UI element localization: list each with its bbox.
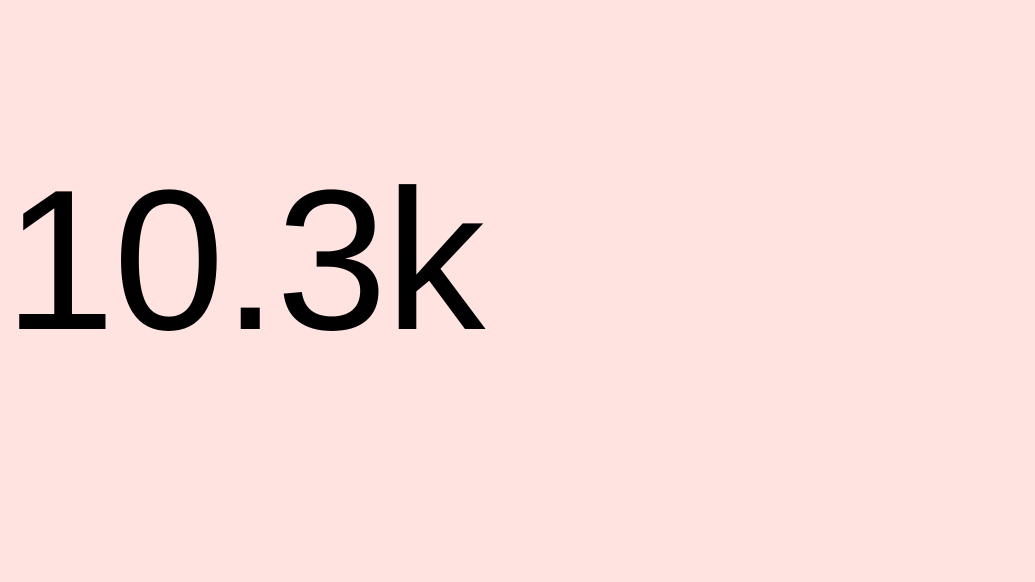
stat-value: 10.3k [4, 149, 485, 372]
